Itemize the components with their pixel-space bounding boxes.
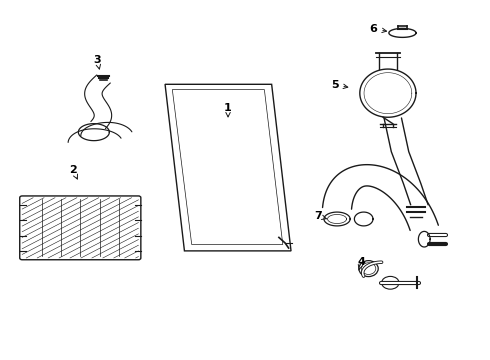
Text: 6: 6 [369, 24, 387, 34]
Text: 1: 1 [224, 103, 232, 117]
Text: 3: 3 [94, 55, 101, 69]
Text: 7: 7 [314, 211, 327, 221]
Text: 4: 4 [357, 257, 365, 270]
Text: 5: 5 [331, 80, 348, 90]
Text: 2: 2 [69, 165, 77, 179]
